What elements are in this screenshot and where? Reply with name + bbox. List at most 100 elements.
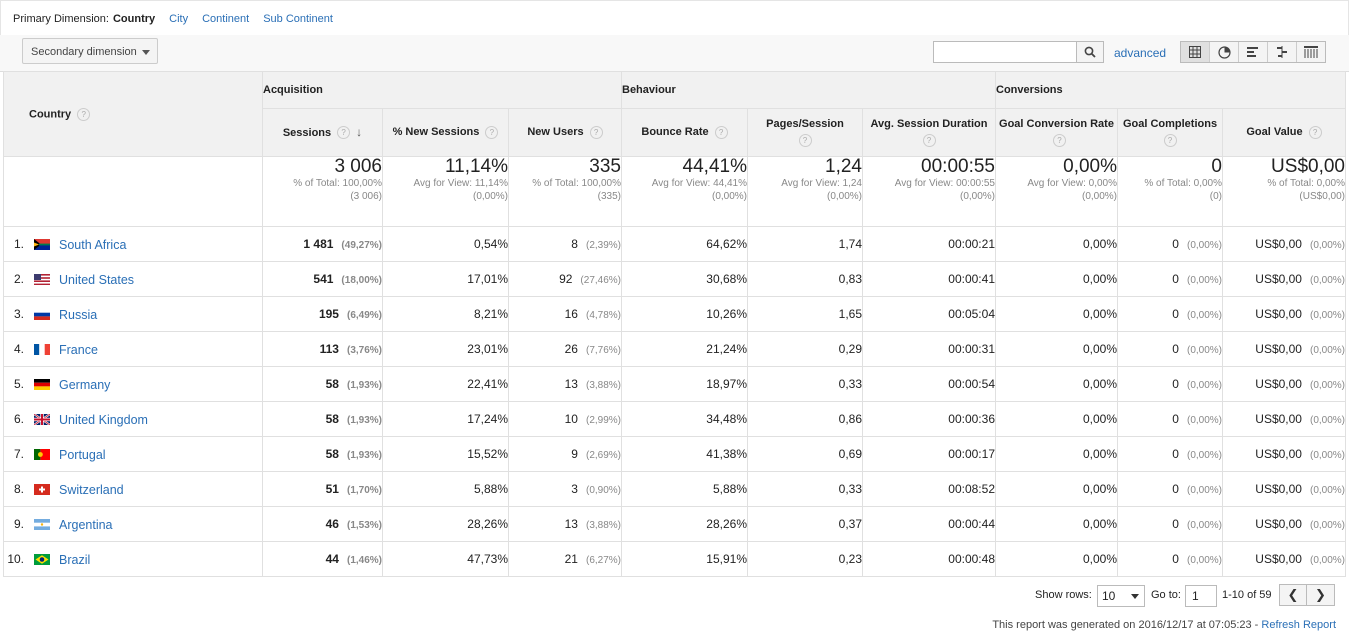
goal-value-cell: US$0,00 (0,00%): [1222, 541, 1346, 577]
sessions-cell: 1 481 (49,27%): [262, 226, 383, 262]
refresh-report-link[interactable]: Refresh Report: [1261, 619, 1336, 631]
new-users-value: 3: [571, 482, 578, 496]
table-footer: Show rows: 10 Go to: 1 1-10 of 59 ❮ ❯ Th…: [0, 577, 1349, 644]
country-link[interactable]: Portugal: [59, 447, 106, 462]
metric-header-avg-duration[interactable]: Avg. Session Duration?: [862, 108, 996, 157]
help-icon[interactable]: ?: [922, 134, 936, 148]
help-icon[interactable]: ?: [485, 125, 499, 139]
search-icon: [1084, 46, 1096, 58]
totals-sub: % of Total: 0,00%: [1267, 178, 1345, 189]
country-link[interactable]: United Kingdom: [59, 412, 148, 427]
show-rows-select[interactable]: 10: [1097, 585, 1145, 607]
goal-completions-cell: 0 (0,00%): [1117, 296, 1223, 332]
new-users-pct: (2,69%): [585, 450, 621, 461]
new-users-cell: 21 (6,27%): [508, 541, 622, 577]
help-icon[interactable]: ?: [798, 134, 812, 148]
dimension-continent-link[interactable]: Continent: [202, 13, 250, 25]
goal-value-value: US$0,00: [1255, 447, 1302, 461]
avg-duration-cell: 00:00:44: [862, 506, 996, 542]
totals-sub: % of Total: 0,00%: [1144, 178, 1222, 189]
chevron-down-icon: [142, 50, 150, 55]
country-link[interactable]: Russia: [59, 307, 98, 322]
new-users-cell: 9 (2,69%): [508, 436, 622, 472]
goto-label: Go to:: [1151, 589, 1181, 601]
totals-sub: Avg for View: 00:00:55: [894, 178, 995, 189]
country-link[interactable]: Germany: [59, 377, 111, 392]
avg-duration-cell: 00:00:54: [862, 366, 996, 402]
goal-completions-value: 0: [1172, 377, 1179, 391]
country-link[interactable]: Argentina: [59, 517, 113, 532]
totals-sub: Avg for View: 1,24: [781, 178, 862, 189]
new-users-cell: 16 (4,78%): [508, 296, 622, 332]
help-icon[interactable]: ?: [714, 125, 728, 139]
sessions-cell: 44 (1,46%): [262, 541, 383, 577]
goal-completions-pct: (0,00%): [1186, 240, 1222, 251]
metric-header-goal-value[interactable]: Goal Value?: [1222, 108, 1346, 157]
pie-view-icon[interactable]: [1210, 42, 1239, 62]
goal-completions-value: 0: [1172, 307, 1179, 321]
pagination-range: 1-10 of 59: [1222, 589, 1272, 601]
secondary-dimension-dropdown[interactable]: Secondary dimension: [22, 38, 158, 64]
help-icon[interactable]: ?: [1163, 134, 1177, 148]
metric-header-sessions[interactable]: Sessions? ↓: [262, 108, 383, 157]
totals-sub: (0,00%): [959, 191, 995, 202]
pages-session-cell: 0,23: [747, 541, 863, 577]
sessions-cell: 46 (1,53%): [262, 506, 383, 542]
country-link[interactable]: South Africa: [59, 237, 127, 252]
comparison-view-icon[interactable]: [1268, 42, 1297, 62]
goal-completions-value: 0: [1172, 272, 1179, 286]
totals-value: 0: [1211, 156, 1222, 177]
search-input[interactable]: [933, 41, 1077, 63]
new-sessions-cell: 47,73%: [382, 541, 509, 577]
row-rank: 3.: [13, 306, 24, 321]
help-icon[interactable]: ?: [1308, 125, 1322, 139]
new-users-value: 10: [564, 412, 578, 426]
new-users-value: 13: [564, 377, 578, 391]
table-row: 2. United States 541 (18,00%) 17,01% 92 (27,46…: [3, 261, 1346, 297]
table-view-icon[interactable]: [1181, 42, 1210, 62]
dimension-header[interactable]: Country?: [3, 71, 263, 157]
pages-session-cell: 1,74: [747, 226, 863, 262]
totals-cell: 335% of Total: 100,00% (335): [508, 156, 622, 227]
goal-completions-cell: 0 (0,00%): [1117, 226, 1223, 262]
goal-value-cell: US$0,00 (0,00%): [1222, 436, 1346, 472]
help-icon[interactable]: ?: [337, 126, 351, 140]
new-users-cell: 92 (27,46%): [508, 261, 622, 297]
bounce-rate-cell: 30,68%: [621, 261, 748, 297]
help-icon[interactable]: ?: [77, 107, 91, 121]
pivot-view-icon[interactable]: [1297, 42, 1325, 62]
new-sessions-cell: 23,01%: [382, 331, 509, 367]
metric-header-new-users[interactable]: New Users?: [508, 108, 622, 157]
help-icon[interactable]: ?: [1053, 134, 1066, 148]
help-icon[interactable]: ?: [589, 125, 603, 139]
totals-value: 1,24: [825, 156, 862, 177]
metric-header-goal-completions[interactable]: Goal Completions?: [1117, 108, 1223, 157]
goal-value-value: US$0,00: [1255, 272, 1302, 286]
goal-completions-pct: (0,00%): [1186, 310, 1222, 321]
table-row: 3. Russia 195 (6,49%) 8,21% 16 (4,78%) 10,26% 1,…: [3, 296, 1346, 332]
pages-session-cell: 0,83: [747, 261, 863, 297]
totals-value: US$0,00: [1271, 156, 1345, 177]
next-page-button[interactable]: ❯: [1307, 584, 1335, 606]
country-link[interactable]: United States: [59, 272, 135, 287]
metric-header-bounce-rate[interactable]: Bounce Rate?: [621, 108, 748, 157]
goal-completions-pct: (0,00%): [1186, 415, 1222, 426]
dimension-subcontinent-link[interactable]: Sub Continent: [263, 13, 333, 25]
country-link[interactable]: Switzerland: [59, 482, 124, 497]
country-link[interactable]: France: [59, 342, 98, 357]
country-link[interactable]: Brazil: [59, 552, 91, 567]
dimension-city-link[interactable]: City: [169, 13, 189, 25]
metric-header-pages-session[interactable]: Pages/Session?: [747, 108, 863, 157]
totals-sub: (0): [1209, 191, 1222, 202]
sessions-value: 46: [325, 517, 339, 531]
goto-input[interactable]: 1: [1185, 585, 1217, 607]
metric-header-new-sessions[interactable]: % New Sessions?: [382, 108, 509, 157]
advanced-filter-link[interactable]: advanced: [1114, 46, 1167, 60]
performance-view-icon[interactable]: [1239, 42, 1268, 62]
goal-conversion-rate-cell: 0,00%: [995, 506, 1118, 542]
metric-header-goal-conversion-rate[interactable]: Goal Conversion Rate?: [995, 108, 1118, 157]
prev-page-button[interactable]: ❮: [1279, 584, 1307, 606]
goal-completions-cell: 0 (0,00%): [1117, 366, 1223, 402]
goal-value-pct: (0,00%): [1309, 485, 1345, 496]
search-button[interactable]: [1076, 41, 1104, 63]
